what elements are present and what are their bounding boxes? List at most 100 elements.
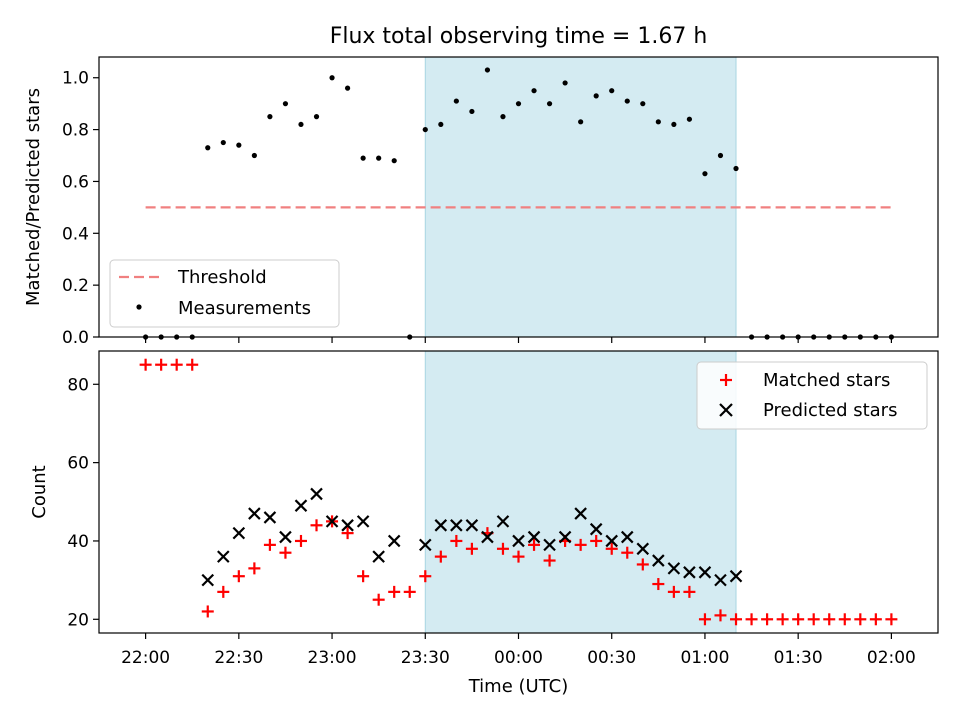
measurement-point xyxy=(717,152,724,159)
chart-title: Flux total observing time = 1.67 h xyxy=(330,24,708,49)
measurement-point xyxy=(484,67,491,73)
matched-star-point xyxy=(698,613,711,626)
predicted-legend-label: Predicted stars xyxy=(763,400,897,421)
matched-star-point xyxy=(792,613,805,626)
predicted-star-point xyxy=(372,550,385,563)
matched-star-point xyxy=(388,585,401,598)
measurement-point xyxy=(360,155,366,161)
predicted-star-point xyxy=(620,530,634,544)
measurement-point xyxy=(702,171,708,177)
bottom-observing-window-shade xyxy=(424,350,737,634)
measurement-point xyxy=(609,88,615,94)
predicted-star-point xyxy=(543,538,556,552)
xtick-label: 01:30 xyxy=(774,648,823,668)
matched-star-point xyxy=(170,358,183,371)
predicted-star-point xyxy=(356,515,370,528)
measurement-point xyxy=(531,88,537,94)
top-axes-frame xyxy=(98,56,939,338)
top-y-axis-label: Matched/Predicted stars xyxy=(23,88,44,306)
top-observing-window-shade xyxy=(424,56,737,338)
matched-star-point xyxy=(730,613,743,626)
measurement-point xyxy=(298,121,304,128)
measurement-point xyxy=(344,85,351,91)
predicted-star-point xyxy=(341,519,354,532)
matched-star-point xyxy=(807,613,820,626)
matched-star-point xyxy=(372,593,385,606)
predicted-star-point xyxy=(481,530,494,544)
matched-star-point xyxy=(574,538,587,551)
matched-star-point xyxy=(683,585,696,598)
predicted-star-point xyxy=(450,519,463,532)
predicted-star-point xyxy=(387,534,401,548)
predicted-star-point xyxy=(527,530,541,544)
matched-star-point xyxy=(186,358,199,371)
matched-star-point xyxy=(761,613,774,626)
top-ytick-label: 0.2 xyxy=(62,276,89,296)
matched-star-point xyxy=(419,570,432,583)
measurement-point xyxy=(546,101,553,107)
bottom-panel: 20 40 60 80 22:00 22:30 23:00 23:30 00:00 00:30 0… xyxy=(29,350,939,697)
xtick-label: 01:00 xyxy=(680,648,729,668)
matched-star-point xyxy=(667,585,680,598)
predicted-star-point xyxy=(310,487,323,501)
bottom-ytick-label: 20 xyxy=(67,610,89,630)
predicted-star-point xyxy=(714,573,727,587)
top-x-axis-ticks xyxy=(145,337,892,343)
measurements-legend-swatch xyxy=(136,304,142,310)
measurement-point xyxy=(391,158,397,164)
measurement-point xyxy=(251,152,257,159)
predicted-star-point xyxy=(496,515,510,528)
bottom-ytick-label: 60 xyxy=(67,454,89,474)
matched-star-point xyxy=(263,538,276,551)
matched-star-point xyxy=(434,550,447,563)
matched-star-point xyxy=(823,613,836,626)
measurement-point xyxy=(593,93,599,99)
measurement-point xyxy=(671,121,677,128)
measurement-point xyxy=(733,165,739,172)
measurement-point xyxy=(686,116,693,122)
matched-star-point xyxy=(217,585,230,598)
matched-star-point xyxy=(294,534,307,547)
xtick-label: 00:30 xyxy=(587,648,636,668)
predicted-star-point xyxy=(683,566,696,579)
measurement-point xyxy=(655,119,661,125)
predicted-star-point xyxy=(294,499,308,512)
matched-legend-swatch xyxy=(720,374,732,386)
predicted-star-point xyxy=(636,542,650,556)
top-ytick-label: 0.0 xyxy=(62,328,89,348)
predicted-legend-swatch xyxy=(719,403,733,417)
predicted-star-point xyxy=(574,507,587,520)
matched-star-point xyxy=(357,570,370,583)
top-ytick-label: 0.4 xyxy=(62,224,89,244)
predicted-star-point xyxy=(589,522,603,536)
matched-star-point xyxy=(232,570,245,583)
xtick-label: 22:30 xyxy=(214,648,263,668)
matched-star-point xyxy=(155,358,168,371)
predicted-star-point xyxy=(512,534,525,548)
matched-star-point xyxy=(528,538,541,551)
measurement-point xyxy=(640,101,646,107)
measurement-points xyxy=(143,67,894,340)
bottom-legend: Matched stars Predicted stars xyxy=(696,361,928,430)
matched-star-point xyxy=(590,534,603,547)
matched-star-point xyxy=(636,558,649,571)
measurement-point xyxy=(562,80,568,86)
predicted-star-point xyxy=(667,562,681,575)
matched-star-point xyxy=(543,554,556,567)
xtick-label: 00:00 xyxy=(494,648,543,668)
matched-star-point xyxy=(745,613,758,626)
top-legend: Threshold Measurements xyxy=(109,259,340,328)
threshold-legend-label: Threshold xyxy=(177,267,267,288)
matched-star-point xyxy=(714,609,727,622)
measurement-point xyxy=(453,98,459,104)
measurement-point xyxy=(236,142,242,148)
matched-star-point xyxy=(248,562,261,575)
predicted-star-point xyxy=(232,526,246,540)
predicted-star-point xyxy=(325,515,339,528)
measurement-point xyxy=(469,108,475,115)
predicted-star-point xyxy=(279,530,292,544)
measurement-point xyxy=(515,101,522,107)
bottom-ytick-label: 80 xyxy=(67,375,89,395)
predicted-star-point xyxy=(263,511,277,524)
matched-star-point xyxy=(496,542,509,555)
